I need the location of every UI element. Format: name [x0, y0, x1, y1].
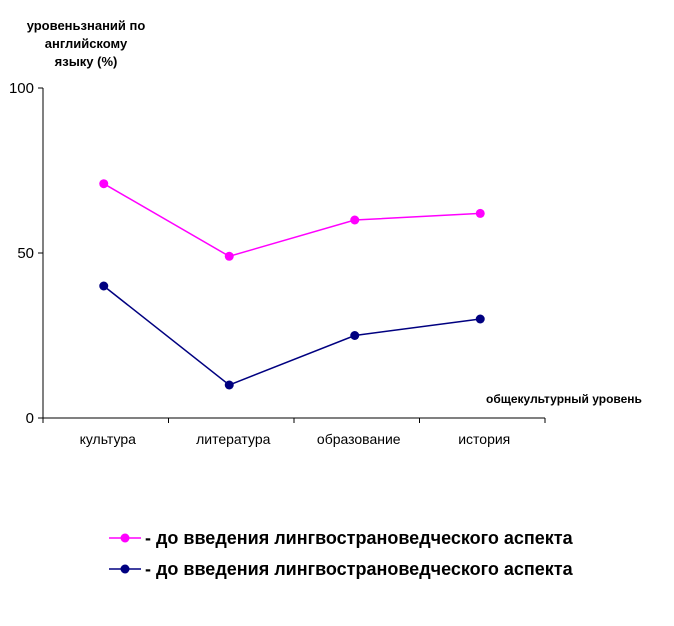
data-point — [99, 179, 109, 189]
x-tick-label: культура — [80, 431, 137, 447]
legend-label: - до введения лингвострановедческого асп… — [145, 528, 574, 548]
y-tick-label: 0 — [26, 410, 34, 427]
data-point — [350, 331, 360, 340]
data-point — [475, 314, 485, 324]
y-tick-label: 50 — [17, 245, 34, 262]
data-point — [224, 251, 234, 261]
data-point — [350, 215, 360, 225]
y-axis-label-line-1: уровеньзнаний по — [27, 18, 146, 33]
x-tick-label: образование — [317, 431, 401, 447]
data-point — [99, 281, 109, 291]
series-line — [103, 183, 481, 258]
x-tick-label: история — [458, 431, 510, 447]
legend-marker — [120, 533, 130, 543]
x-tick-label: литература — [196, 431, 270, 447]
legend-label: - до введения лингвострановедческого асп… — [145, 559, 574, 579]
x-axis-label: общекультурный уровень — [486, 392, 642, 406]
data-point — [224, 380, 234, 390]
y-axis-label-line-3: языку (%) — [55, 54, 118, 69]
series-0 — [99, 179, 485, 261]
y-axis-label-line-2: английскому — [45, 36, 128, 51]
series-line — [103, 285, 481, 386]
y-tick-label: 100 — [9, 80, 34, 97]
legend-item: - до введения лингвострановедческого асп… — [109, 559, 574, 579]
legend-item: - до введения лингвострановедческого асп… — [109, 528, 574, 548]
data-point — [475, 208, 485, 218]
legend-marker — [120, 564, 130, 574]
series-1 — [99, 281, 485, 390]
